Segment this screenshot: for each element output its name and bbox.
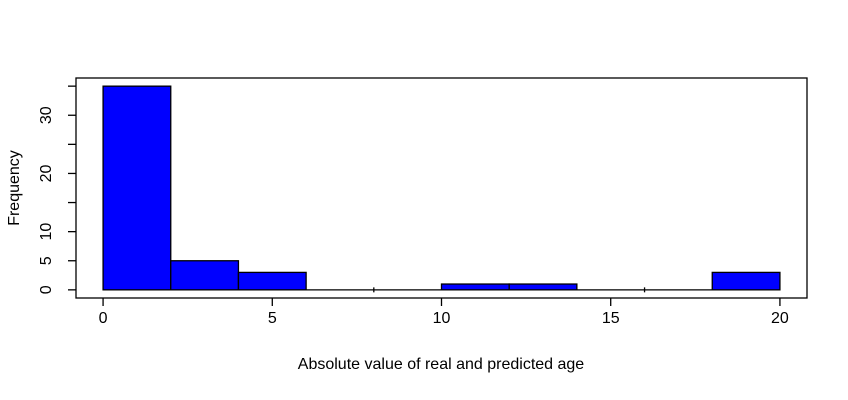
histogram-bar <box>102 85 172 291</box>
histogram-bar <box>237 271 307 291</box>
x-tick-label: 10 <box>433 310 451 327</box>
histogram-bar <box>711 271 781 291</box>
x-tick-label: 20 <box>771 310 789 327</box>
y-tick-label: 20 <box>38 164 55 182</box>
y-tick-label: 10 <box>38 223 55 241</box>
x-tick-label: 5 <box>268 310 277 327</box>
x-tick-label: 0 <box>99 310 108 327</box>
y-axis-title: Frequency <box>6 150 23 226</box>
x-axis-title: Absolute value of real and predicted age <box>298 356 585 373</box>
chart-plot-area: 0 5 10 15 20 0 5 10 20 30 <box>38 77 808 327</box>
y-tick-label: 30 <box>38 106 55 124</box>
histogram-bar <box>440 283 510 291</box>
histogram-bar <box>508 283 578 291</box>
y-tick-label: 5 <box>38 256 55 265</box>
y-tick-label: 0 <box>38 285 55 294</box>
histogram-bar <box>170 260 240 291</box>
x-tick-label: 15 <box>602 310 620 327</box>
